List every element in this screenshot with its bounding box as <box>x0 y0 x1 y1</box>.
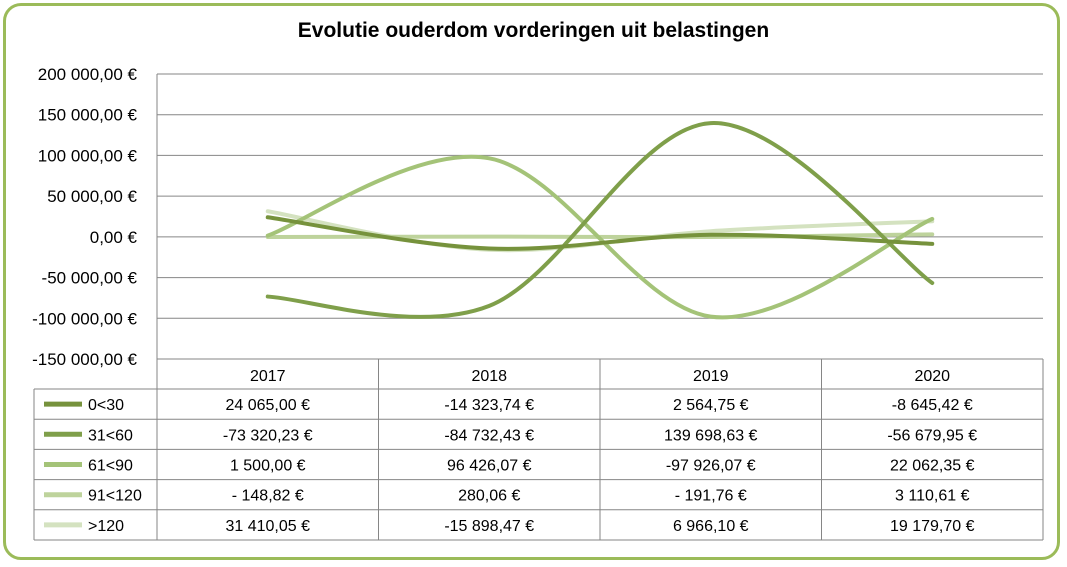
chart-title: Evolutie ouderdom vorderingen uit belast… <box>297 19 770 42</box>
y-tick-label: 0,00 € <box>90 228 138 247</box>
series-line-0<30 <box>265 215 935 251</box>
data-label: -14 323,74 € <box>444 397 534 414</box>
data-label: 24 065,00 € <box>225 397 310 414</box>
data-label: 6 966,10 € <box>673 518 749 535</box>
chart-frame <box>3 3 1060 560</box>
legend-label: 61<90 <box>88 458 133 475</box>
legend-label: 31<60 <box>88 427 133 444</box>
series-line-31<60 <box>265 121 935 319</box>
category-label: 2019 <box>693 368 729 385</box>
data-label: -8 645,42 € <box>892 397 973 414</box>
data-label: 2 564,75 € <box>673 397 749 414</box>
data-label: 280,06 € <box>458 488 520 505</box>
data-label: 3 110,61 € <box>895 488 970 505</box>
data-label: -73 320,23 € <box>223 427 313 444</box>
series-line-61<90 <box>265 154 935 320</box>
data-label: 139 698,63 € <box>664 427 758 444</box>
y-tick-label: -50 000,00 € <box>42 269 138 288</box>
y-tick-label: -150 000,00 € <box>32 350 137 369</box>
y-tick-label: 50 000,00 € <box>47 187 137 206</box>
data-label: 19 179,70 € <box>890 518 975 535</box>
series-lines <box>265 121 935 320</box>
y-tick-label: 150 000,00 € <box>38 106 138 125</box>
data-label: 22 062,35 € <box>890 458 975 475</box>
category-label: 2020 <box>914 368 950 385</box>
data-label: - 191,76 € <box>675 488 747 505</box>
legend-label: 0<30 <box>88 397 124 414</box>
data-label: - 148,82 € <box>232 488 304 505</box>
data-label: -97 926,07 € <box>666 458 756 475</box>
y-tick-label: 200 000,00 € <box>38 65 138 84</box>
y-tick-label: 100 000,00 € <box>38 146 138 165</box>
data-label: -84 732,43 € <box>444 427 534 444</box>
y-tick-label: -100 000,00 € <box>32 309 137 328</box>
category-label: 2017 <box>250 368 286 385</box>
legend-label: 91<120 <box>88 488 142 505</box>
data-table: 2017 2018 2019 2020 0<30 24 065,00 € -14 323,7… <box>33 359 1044 541</box>
category-label: 2018 <box>471 368 507 385</box>
legend-label: >120 <box>88 518 124 535</box>
y-axis: 200 000,00 € 150 000,00 € 100 000,00 € 50 0… <box>32 65 137 369</box>
data-label: 1 500,00 € <box>230 458 306 475</box>
data-label: 96 426,07 € <box>447 458 532 475</box>
data-label: 31 410,05 € <box>225 518 310 535</box>
data-label: -56 679,95 € <box>887 427 977 444</box>
data-label: -15 898,47 € <box>444 518 534 535</box>
